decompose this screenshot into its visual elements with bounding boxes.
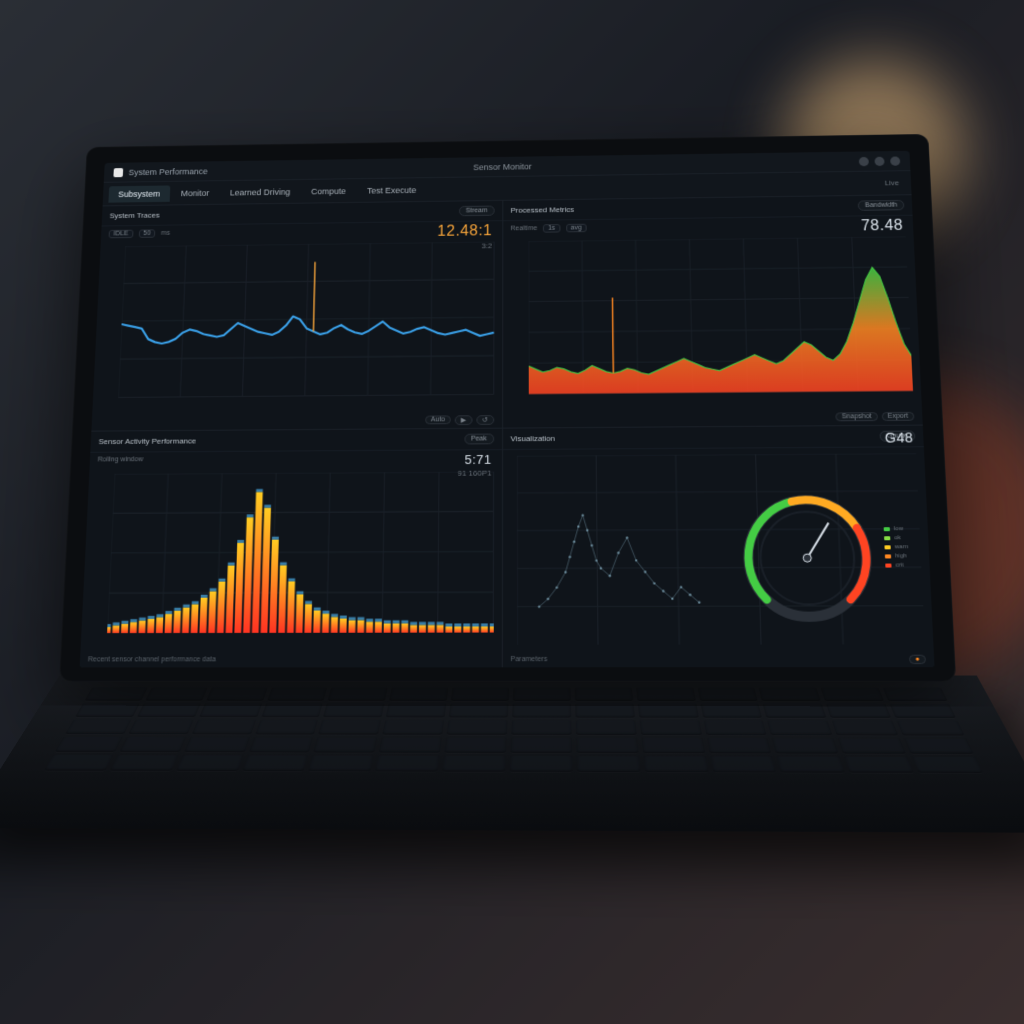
gauge-legend: low ok warn high crit bbox=[884, 526, 910, 569]
panel-tr-badge-2: avg bbox=[566, 223, 587, 232]
tab-learned-driving[interactable]: Learned Driving bbox=[220, 183, 300, 201]
window-center-label: Sensor Monitor bbox=[473, 162, 532, 172]
window-minimize[interactable] bbox=[859, 156, 869, 165]
panel-tl-badge-1: IDLE bbox=[109, 229, 134, 238]
chart-gauge: low ok warn high crit bbox=[502, 447, 933, 651]
panel-tl-sub-tag: ms bbox=[161, 230, 170, 237]
svg-text:80: 80 bbox=[107, 471, 111, 478]
chart-sensor-activity: 0204060800102030506090120 bbox=[80, 465, 501, 651]
legend-swatch bbox=[885, 564, 891, 568]
tab-monitor[interactable]: Monitor bbox=[171, 184, 219, 201]
panel-tl-chip-2[interactable]: ▶ bbox=[455, 415, 472, 425]
app-title: System Performance bbox=[128, 166, 207, 176]
tab-compute[interactable]: Compute bbox=[302, 182, 356, 199]
legend-label: high bbox=[895, 554, 907, 560]
panel-bl-sub-label: Rolling window bbox=[98, 456, 144, 463]
panel-br-chip-1[interactable]: ● bbox=[909, 654, 926, 663]
panel-sensor-activity: Sensor Activity Performance Peak Rolling… bbox=[80, 428, 502, 667]
tab-subsystem[interactable]: Subsystem bbox=[108, 185, 169, 202]
legend-label: crit bbox=[895, 563, 904, 569]
legend-swatch bbox=[884, 536, 890, 540]
window-close[interactable] bbox=[890, 156, 900, 165]
gauge-legend-row: warn bbox=[884, 544, 908, 550]
app-screen: System Performance Sensor Monitor Subsys… bbox=[80, 151, 935, 668]
panel-tr-chip-2[interactable]: Export bbox=[881, 412, 914, 421]
panel-bl-title: Sensor Activity Performance bbox=[98, 436, 196, 445]
legend-swatch bbox=[884, 527, 890, 531]
app-icon bbox=[113, 168, 123, 177]
chart-system-traces: 020406080020406090120200 bbox=[92, 236, 502, 415]
laptop-keyboard bbox=[0, 675, 1024, 832]
panel-tl-title: System Traces bbox=[109, 211, 159, 220]
panel-br-foot-label: Parameters bbox=[510, 655, 547, 662]
panel-processed-metrics: Processed Metrics Bandwidth Realtime 1s … bbox=[503, 195, 923, 427]
panel-br-title: Visualization bbox=[511, 434, 555, 443]
svg-text:80: 80 bbox=[118, 244, 122, 251]
legend-label: low bbox=[894, 526, 904, 532]
panel-tl-chip-1[interactable]: Auto bbox=[425, 415, 451, 424]
legend-swatch bbox=[884, 546, 890, 550]
panel-bl-foot-label: Recent sensor channel performance data bbox=[88, 656, 216, 663]
svg-text:60: 60 bbox=[118, 282, 120, 289]
gauge-legend-row: crit bbox=[885, 563, 909, 569]
panel-system-traces: System Traces Stream IDLE 50 ms 12.48:1 … bbox=[91, 201, 501, 430]
panel-br-pill[interactable]: Gauge bbox=[879, 430, 915, 441]
legend-label: ok bbox=[894, 535, 901, 541]
panel-tl-pill[interactable]: Stream bbox=[459, 206, 494, 217]
chart-processed-metrics: 01020406080100791020508090 bbox=[503, 231, 922, 412]
panel-tr-pill[interactable]: Bandwidth bbox=[858, 200, 904, 211]
svg-text:60: 60 bbox=[107, 511, 109, 518]
panel-tr-chip-1[interactable]: Snapshot bbox=[835, 412, 877, 421]
gauge-legend-row: low bbox=[884, 526, 908, 532]
panel-tr-badge-1: 1s bbox=[543, 224, 560, 233]
panel-br-big-stat: G48 bbox=[884, 429, 913, 445]
window-maximize[interactable] bbox=[874, 156, 884, 165]
gauge-legend-row: high bbox=[885, 554, 909, 560]
panel-tl-badge-2: 50 bbox=[138, 229, 155, 237]
panel-tr-title: Processed Metrics bbox=[511, 205, 575, 214]
panel-bl-metric: 5:71 bbox=[458, 452, 492, 467]
panel-tl-chip-3[interactable]: ↺ bbox=[476, 415, 494, 425]
tab-right-label: Live bbox=[879, 177, 906, 189]
panel-tr-sub-label: Realtime bbox=[511, 225, 538, 232]
legend-swatch bbox=[885, 555, 891, 559]
panel-visualization: Visualization Gauge G48 low ok warn high cri… bbox=[502, 425, 934, 667]
tab-test-execute[interactable]: Test Execute bbox=[357, 181, 426, 198]
legend-label: warn bbox=[895, 544, 909, 550]
gauge-legend-row: ok bbox=[884, 535, 908, 541]
dashboard-grid: System Traces Stream IDLE 50 ms 12.48:1 … bbox=[80, 195, 935, 667]
panel-bl-pill[interactable]: Peak bbox=[464, 433, 494, 444]
